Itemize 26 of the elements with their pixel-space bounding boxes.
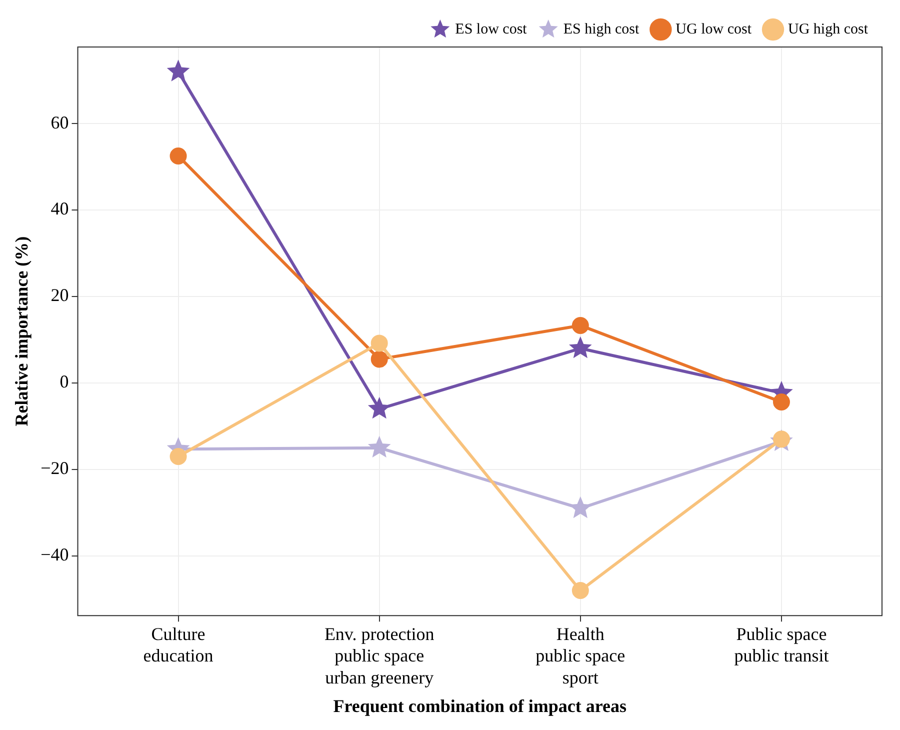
- y-axis-title: Relative importance (%): [11, 236, 32, 426]
- y-tick-label: 40: [50, 198, 69, 219]
- legend-label: ES low cost: [455, 21, 528, 38]
- y-tick-label: 60: [50, 112, 69, 132]
- point: [368, 436, 391, 458]
- point: [572, 582, 589, 600]
- y-tick-label: −20: [40, 458, 69, 478]
- x-tick-label: Env. protection public space urban greenery: [324, 624, 434, 688]
- x-tick-label: Culture education: [143, 624, 214, 666]
- point: [772, 393, 790, 410]
- point: [170, 147, 187, 164]
- point: [370, 334, 388, 352]
- point: [166, 60, 190, 82]
- x-tick-label: Health public space sport: [536, 624, 626, 688]
- y-tick-label: −40: [40, 544, 69, 565]
- y-tick-label: 20: [50, 285, 69, 306]
- x-axis-title: Frequent combination of impact areas: [333, 696, 627, 716]
- legend-label: UG low cost: [676, 21, 752, 38]
- point: [170, 448, 187, 465]
- legend-label: UG high cost: [788, 21, 869, 38]
- y-tick-label: 0: [60, 372, 69, 392]
- point: [370, 350, 388, 368]
- legend-label: ES high cost: [563, 21, 640, 38]
- x-tick-label: Public space public transit: [734, 624, 829, 666]
- point: [568, 336, 592, 358]
- point: [572, 316, 589, 334]
